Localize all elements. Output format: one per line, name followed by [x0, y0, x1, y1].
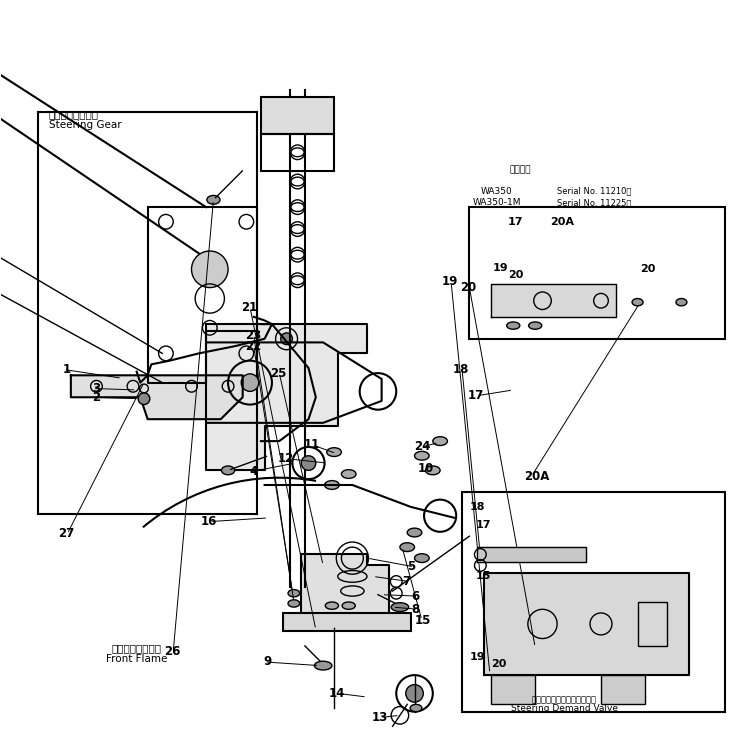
Text: 2: 2 — [92, 391, 100, 404]
Ellipse shape — [327, 447, 341, 456]
Text: 21: 21 — [241, 301, 258, 314]
Ellipse shape — [341, 470, 356, 478]
Circle shape — [301, 456, 316, 470]
Ellipse shape — [324, 481, 339, 489]
Ellipse shape — [415, 553, 429, 562]
Text: 9: 9 — [264, 656, 272, 668]
Text: 19: 19 — [493, 263, 509, 273]
Text: 20A: 20A — [550, 217, 574, 227]
Ellipse shape — [342, 602, 355, 609]
Circle shape — [138, 393, 150, 405]
Polygon shape — [476, 547, 586, 562]
Polygon shape — [71, 375, 243, 420]
Text: フロントフレーム: フロントフレーム — [112, 643, 161, 653]
Ellipse shape — [433, 436, 448, 445]
Text: 26: 26 — [164, 645, 181, 658]
Text: 19: 19 — [442, 275, 459, 289]
Ellipse shape — [676, 299, 687, 306]
Polygon shape — [206, 324, 367, 470]
Ellipse shape — [410, 704, 422, 712]
Text: 17: 17 — [475, 520, 491, 530]
Polygon shape — [301, 554, 389, 628]
Bar — [469, 207, 725, 339]
Text: 11: 11 — [303, 438, 319, 451]
Bar — [283, 613, 411, 631]
Text: 3: 3 — [92, 382, 100, 395]
Ellipse shape — [207, 196, 220, 204]
Text: 25: 25 — [270, 367, 286, 380]
Circle shape — [406, 684, 424, 702]
Text: 7: 7 — [402, 575, 410, 588]
Ellipse shape — [288, 600, 299, 607]
Text: 16: 16 — [200, 515, 217, 528]
Text: 10: 10 — [418, 462, 435, 475]
Text: 20: 20 — [640, 264, 655, 275]
Text: 24: 24 — [415, 440, 431, 453]
Ellipse shape — [426, 466, 440, 475]
Ellipse shape — [340, 615, 353, 622]
Text: 20A: 20A — [524, 470, 550, 483]
Text: 1: 1 — [62, 363, 71, 376]
Text: 15: 15 — [415, 614, 431, 627]
Text: 6: 6 — [411, 590, 419, 603]
Ellipse shape — [325, 602, 338, 609]
Ellipse shape — [400, 542, 415, 551]
Text: 22: 22 — [244, 339, 261, 353]
Text: 20: 20 — [508, 270, 523, 280]
Bar — [462, 492, 725, 712]
Text: Steering Gear: Steering Gear — [49, 121, 122, 130]
Text: 5: 5 — [407, 560, 415, 573]
Bar — [491, 675, 535, 704]
Ellipse shape — [314, 661, 332, 670]
Text: WA350-1M: WA350-1M — [473, 199, 522, 208]
Ellipse shape — [407, 528, 422, 537]
Text: 17: 17 — [468, 389, 484, 403]
Circle shape — [280, 333, 292, 344]
Bar — [261, 134, 334, 171]
Text: 14: 14 — [329, 687, 345, 700]
Bar — [601, 675, 645, 704]
Ellipse shape — [391, 603, 409, 612]
Text: 17: 17 — [508, 217, 523, 227]
Text: 4: 4 — [249, 465, 258, 478]
Text: 13: 13 — [371, 711, 388, 724]
Text: 18: 18 — [453, 363, 469, 376]
Ellipse shape — [415, 451, 429, 460]
Ellipse shape — [632, 299, 643, 306]
Text: Front Flame: Front Flame — [106, 654, 167, 664]
Text: 23: 23 — [244, 328, 261, 342]
Text: ステアリングデマンドバルブ: ステアリングデマンドバルブ — [532, 696, 597, 704]
Ellipse shape — [528, 322, 542, 329]
Ellipse shape — [506, 322, 520, 329]
Ellipse shape — [288, 590, 299, 597]
Bar — [638, 602, 666, 646]
Circle shape — [241, 374, 259, 392]
Text: 12: 12 — [277, 452, 294, 465]
Text: ステアリングギア: ステアリングギア — [49, 110, 99, 119]
Text: 27: 27 — [58, 528, 75, 540]
Polygon shape — [484, 573, 688, 675]
Text: WA350: WA350 — [480, 187, 512, 196]
Bar — [261, 97, 334, 134]
Polygon shape — [491, 284, 616, 316]
Text: 8: 8 — [411, 603, 419, 616]
Text: 19: 19 — [469, 652, 485, 662]
Text: 20: 20 — [491, 659, 506, 669]
Circle shape — [192, 251, 228, 288]
Text: 20: 20 — [460, 281, 476, 294]
Text: Serial No. 11225～: Serial No. 11225～ — [557, 199, 631, 208]
Text: 適用号機: 適用号機 — [510, 165, 531, 174]
Text: Steering Demand Valve: Steering Demand Valve — [511, 704, 618, 713]
Text: 15: 15 — [475, 571, 490, 581]
Text: Serial No. 11210～: Serial No. 11210～ — [557, 187, 631, 196]
Text: 18: 18 — [469, 502, 485, 512]
Ellipse shape — [222, 466, 235, 475]
